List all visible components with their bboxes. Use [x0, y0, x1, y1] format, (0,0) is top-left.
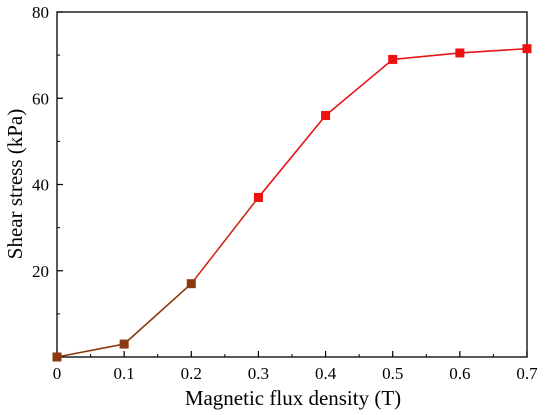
x-tick-label: 0.1: [114, 364, 135, 383]
data-point: [455, 48, 465, 58]
data-point: [388, 54, 398, 64]
x-axis-ticks: 0 0.1 0.2 0.3 0.4 0.5 0.6 0.7: [53, 351, 538, 383]
x-tick-label: 0.4: [315, 364, 337, 383]
data-point: [253, 192, 263, 202]
y-tick-label: 60: [32, 89, 49, 108]
axes: [56, 11, 528, 358]
series-line-segment: [325, 58, 394, 117]
series-line-segment: [56, 343, 125, 358]
series-markers: [52, 44, 532, 362]
data-point: [52, 352, 62, 362]
y-tick-label: 80: [32, 3, 49, 22]
plot-frame: [56, 11, 528, 358]
series-line-segment: [392, 52, 460, 61]
series-line-segment: [190, 196, 260, 285]
series-line-segment: [257, 114, 327, 198]
series-lines: [56, 47, 528, 358]
x-tick-label: 0.7: [516, 364, 538, 383]
y-axis-ticks: 20 40 60 80: [32, 3, 63, 315]
y-axis-title: Shear stress (kPa): [3, 109, 27, 259]
series-line-segment: [459, 47, 528, 54]
data-point: [321, 111, 331, 120]
x-axis-title: Magnetic flux density (T): [185, 386, 401, 410]
data-point: [522, 44, 532, 54]
series-line-segment: [123, 283, 192, 345]
x-tick-label: 0.2: [181, 364, 202, 383]
y-tick-label: 20: [32, 262, 49, 281]
x-tick-label: 0.3: [248, 364, 269, 383]
x-tick-label: 0.6: [449, 364, 470, 383]
x-tick-label: 0.5: [382, 364, 403, 383]
data-point: [186, 279, 196, 289]
x-tick-label: 0: [53, 364, 62, 383]
y-tick-label: 40: [32, 176, 49, 195]
data-point: [119, 339, 129, 349]
